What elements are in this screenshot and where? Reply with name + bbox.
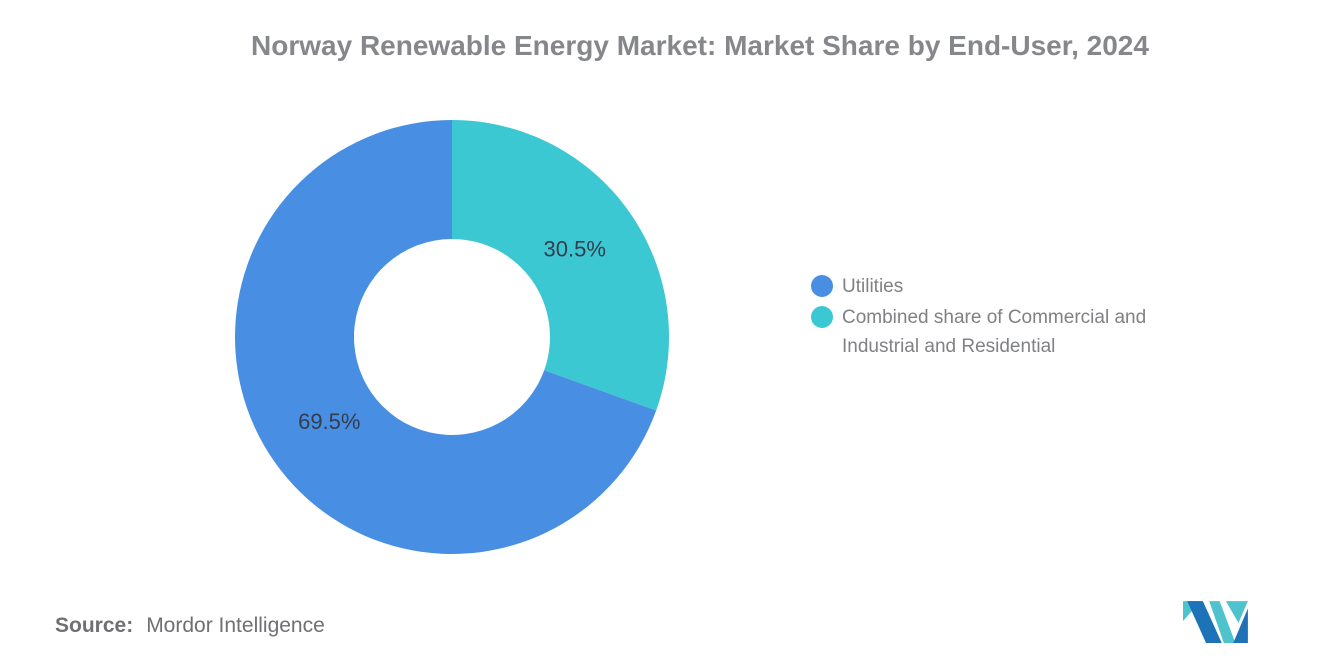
donut-slice-combined-share-of-commercial-and-industrial-and-residential (452, 120, 669, 411)
mordor-intelligence-logo (1183, 601, 1248, 643)
slice-label-30-5pct: 30.5% (544, 237, 606, 262)
legend-label-utilities: Utilities (842, 276, 904, 297)
slice-label-69-5pct: 69.5% (298, 409, 360, 434)
logo-middle-teal-band (1209, 601, 1236, 643)
chart-legend: Utilities Combined share of Commercial a… (811, 272, 1146, 363)
logo-right-blue-triangle (1233, 608, 1248, 643)
chart-title: Norway Renewable Energy Market: Market S… (251, 30, 1149, 61)
donut-slice-utilities (235, 120, 657, 554)
legend-dot-utilities-icon (811, 275, 833, 297)
source-text: Mordor Intelligence (146, 614, 325, 637)
legend-label-commercial-industrial-residential: Combined share of Commercial and Industr… (842, 307, 1147, 357)
donut-chart: 30.5% 69.5% (235, 120, 669, 554)
legend-item-utilities: Utilities (811, 272, 1146, 301)
source-prefix: Source: (55, 614, 134, 637)
legend-item-commercial-industrial-residential: Combined share of Commercial and Industr… (811, 303, 1146, 361)
source-line: Source: Mordor Intelligence (55, 614, 325, 638)
legend-dot-commercial-industrial-residential-icon (811, 306, 833, 328)
logo-right-teal-triangle (1225, 601, 1248, 624)
logo-left-blue-band (1187, 601, 1222, 643)
